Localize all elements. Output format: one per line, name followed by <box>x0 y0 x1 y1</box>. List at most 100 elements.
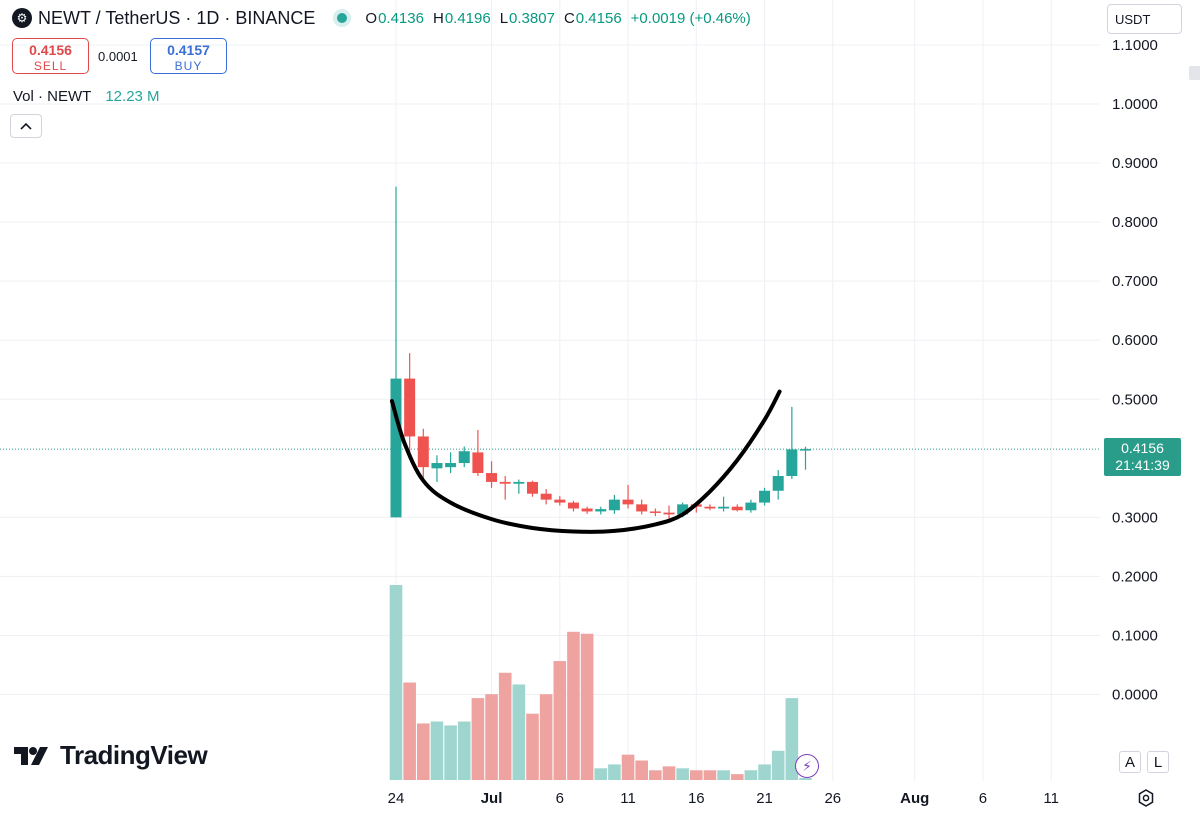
price-tick-label: 0.6000 <box>1112 332 1158 349</box>
candle-body <box>622 499 634 505</box>
close-value: 0.4156 <box>575 9 622 27</box>
candle-body <box>486 473 498 482</box>
tradingview-wordmark: TradingView <box>60 740 208 770</box>
price-tick-label: 0.8000 <box>1112 214 1158 231</box>
candle-body <box>554 499 566 503</box>
price-tick-label: 0.0000 <box>1112 687 1158 704</box>
volume-bar <box>771 750 785 780</box>
price-tick-label: 0.2000 <box>1112 568 1158 585</box>
price-tick-label: 0.3000 <box>1112 509 1158 526</box>
candle-body <box>390 378 402 518</box>
candle-body <box>527 481 538 494</box>
candle-body <box>417 436 429 468</box>
volume-bar <box>649 770 662 780</box>
log-scale-button[interactable]: L <box>1147 751 1169 773</box>
price-tick-label: 0.5000 <box>1112 391 1158 408</box>
candle-body <box>458 451 470 464</box>
high-key: H <box>432 9 444 27</box>
volume-bar <box>471 698 485 780</box>
candle-body <box>636 504 648 512</box>
auto-scale-button[interactable]: A <box>1119 751 1141 773</box>
time-tick-label: 6 <box>556 790 564 807</box>
sell-label: SELL <box>33 59 68 73</box>
time-tick-label: 16 <box>688 790 705 807</box>
change-value: +0.0019 (+0.46%) <box>630 9 751 27</box>
collapse-legend-button[interactable] <box>10 114 42 138</box>
time-tick-label: 26 <box>824 790 841 807</box>
ohlc-values: O 0.4136 H 0.4196 L 0.3807 C 0.4156 +0.0019 … <box>365 10 750 27</box>
price-tick-label: 0.9000 <box>1112 155 1158 172</box>
candle-body <box>786 449 798 477</box>
candle-body <box>718 506 730 509</box>
volume-bar <box>608 764 621 780</box>
volume-bar <box>553 661 567 780</box>
low-key: L <box>499 9 509 27</box>
candle-body <box>704 506 716 509</box>
volume-legend-value: 12.23 M <box>105 88 160 105</box>
volume-bar <box>785 698 799 780</box>
volume-bar <box>526 713 539 780</box>
volume-bar <box>417 723 430 780</box>
candle-body <box>677 504 689 515</box>
scroll-handle[interactable] <box>1189 66 1200 80</box>
tradingview-mark-icon <box>14 746 48 765</box>
buy-button[interactable]: 0.4157 BUY <box>150 38 227 74</box>
candle-body <box>499 481 511 484</box>
volume-bar <box>512 684 526 780</box>
last-price-tag: 0.4156 21:41:39 <box>1104 438 1181 476</box>
volume-legend[interactable]: Vol · NEWT 12.23 M <box>13 88 160 105</box>
volume-bar <box>690 770 703 780</box>
volume-bar <box>799 778 812 780</box>
symbol-legend: ⚙ NEWT / TetherUS · 1D · BINANCE O 0.4136… <box>12 7 751 29</box>
candle-body <box>431 463 443 469</box>
volume-bar <box>567 631 580 780</box>
volume-bar <box>758 764 771 780</box>
sell-price: 0.4156 <box>29 42 72 58</box>
volume-bar <box>498 672 512 780</box>
tradingview-logo[interactable]: TradingView <box>14 740 208 771</box>
sell-button[interactable]: 0.4156 SELL <box>12 38 89 74</box>
volume-bar <box>430 721 444 780</box>
symbol-title[interactable]: NEWT / TetherUS · 1D · BINANCE <box>38 7 316 28</box>
spread-value: 0.0001 <box>98 49 138 64</box>
candle-body <box>745 502 757 511</box>
buy-price: 0.4157 <box>167 42 210 58</box>
newt-logo-icon: ⚙ <box>12 8 32 28</box>
candle-body <box>404 378 416 437</box>
time-tick-label: 11 <box>620 790 636 807</box>
volume-bar <box>703 770 717 780</box>
buy-label: BUY <box>174 59 203 73</box>
volume-legend-label: Vol · NEWT <box>13 88 92 105</box>
candle-body <box>445 463 457 468</box>
candle-body <box>800 449 811 451</box>
volume-bar <box>744 770 758 780</box>
volume-bar <box>594 768 608 780</box>
candlesticks <box>390 186 811 519</box>
close-key: C <box>563 9 575 27</box>
lightning-bolt-icon[interactable]: ⚡ <box>795 754 819 778</box>
volume-bar <box>621 754 635 780</box>
volume-bars <box>389 585 812 780</box>
bar-countdown: 21:41:39 <box>1115 457 1170 473</box>
candle-body <box>581 508 593 512</box>
time-tick-label: Aug <box>900 790 929 807</box>
volume-bar <box>485 694 498 780</box>
volume-bar <box>662 766 676 780</box>
volume-bar <box>389 585 403 780</box>
market-open-status-dot <box>337 13 348 23</box>
currency-selector[interactable]: USDT <box>1107 4 1182 34</box>
volume-bar <box>676 768 689 780</box>
volume-bar <box>580 633 594 780</box>
chart-settings-icon[interactable] <box>1136 788 1156 808</box>
last-price-label: 0.4156 <box>1121 440 1164 456</box>
price-tick-label: 0.7000 <box>1112 273 1158 290</box>
candle-body <box>567 502 579 509</box>
time-tick-label: Jul <box>481 790 503 807</box>
candle-body <box>472 452 484 474</box>
chevron-up-icon <box>20 122 32 130</box>
open-value: 0.4136 <box>378 9 424 27</box>
low-value: 0.3807 <box>509 9 555 27</box>
time-tick-label: 11 <box>1043 790 1059 807</box>
time-tick-label: 21 <box>756 790 773 807</box>
